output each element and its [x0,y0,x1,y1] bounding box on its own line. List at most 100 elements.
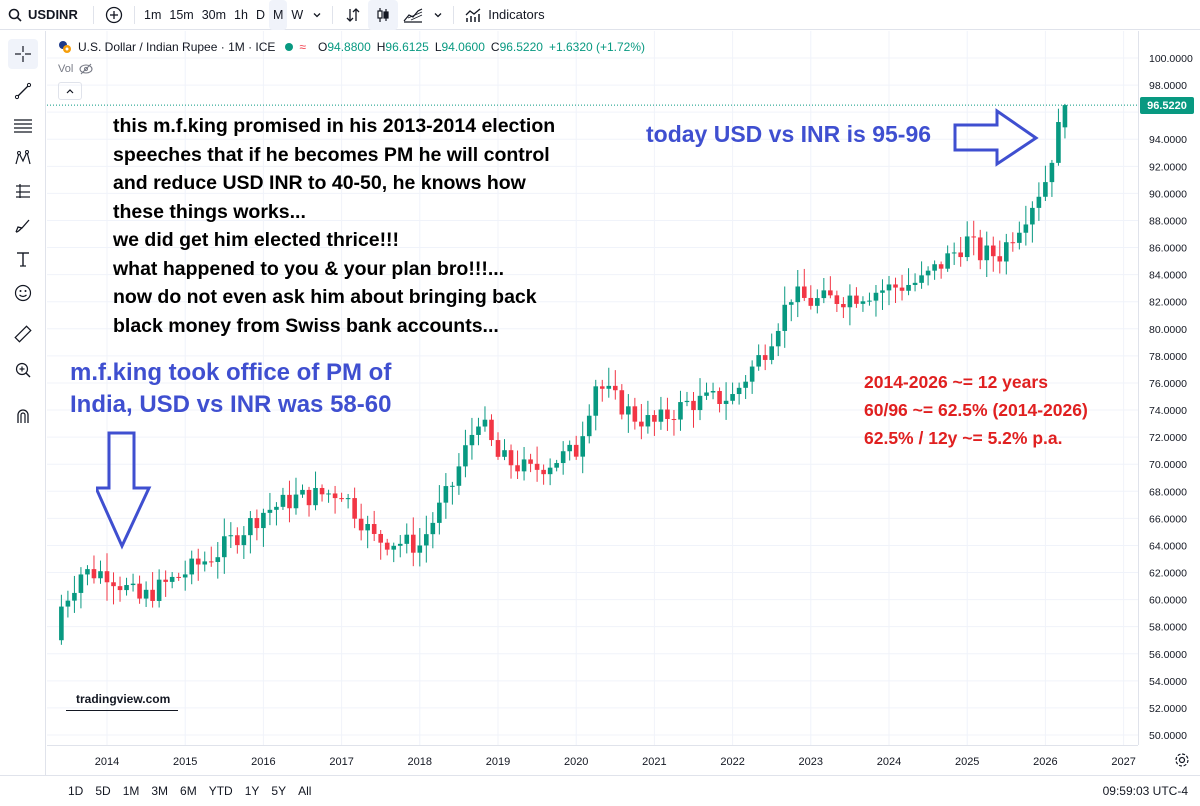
candle-body [124,585,129,591]
candle-body [580,436,586,457]
zoom-in-tool[interactable] [8,355,38,385]
range-all[interactable]: All [298,784,312,798]
range-6m[interactable]: 6M [180,784,197,798]
candle [893,277,898,303]
range-ytd[interactable]: YTD [208,784,233,798]
candle-body [248,518,253,536]
tradingview-watermark: tradingview.com [76,692,171,706]
fib-retracement-tool[interactable] [8,111,38,141]
candles-chart-type-button[interactable] [368,0,399,30]
indicators-button[interactable]: Indicators [459,0,549,30]
measure-levels-icon [16,184,30,198]
candle-body [762,355,768,360]
symbol-search[interactable]: USDINR [0,0,88,30]
area-chart-type-button[interactable] [398,0,428,30]
time-axis-labels: 2014 2015 2016 2017 2018 2019 2020 2021 2022 2023… [95,756,1136,768]
brush-tool[interactable] [8,211,38,241]
interval-d[interactable]: D [255,7,265,22]
candle-body [482,419,488,427]
chevron-up-icon [66,89,74,94]
axis-settings-button[interactable] [1172,750,1192,770]
magnet-tool[interactable] [8,401,38,431]
high-label: H [376,40,386,54]
price-tick-label: 56.0000 [1149,649,1187,661]
price-tick-label: 62.0000 [1149,568,1187,580]
candle-body [717,390,722,404]
interval-1h[interactable]: 1h [234,7,248,22]
candle [1056,108,1061,166]
candle [156,569,162,608]
range-1m[interactable]: 1M [122,784,140,798]
candle-body [1017,232,1022,243]
chart-pane[interactable] [47,31,1138,745]
range-5y[interactable]: 5Y [271,784,287,798]
candle-body [502,450,507,457]
range-1d[interactable]: 1D [68,784,84,798]
candle-body [274,506,279,510]
text-tool[interactable] [8,244,38,274]
candle-body [775,330,781,347]
price-axis[interactable]: 100.0000 98.0000 94.0000 92.0000 90.0000 88.0… [1138,31,1200,745]
trend-line-icon [14,82,32,100]
crosshair-tool[interactable] [8,39,38,69]
compare-button[interactable] [99,0,129,30]
interval-1m[interactable]: 1m [144,7,162,22]
candle-body [261,512,266,529]
collapse-legend-button[interactable] [58,82,82,100]
time-tick-label: 2027 [1111,756,1135,768]
candle [854,287,859,308]
candle-body [573,444,579,457]
candle-body [730,394,735,401]
candle [593,379,599,431]
time-tick-label: 2023 [799,756,823,768]
range-3m[interactable]: 3M [151,784,169,798]
clock-timezone[interactable]: 09:59:03 UTC-4 [1102,784,1188,798]
candle [319,484,325,502]
magnet-icon [17,409,29,423]
candle-body [847,295,853,308]
interval-w[interactable]: W [291,7,304,22]
candle-body [619,390,625,415]
candle [59,594,64,645]
candle-body [821,290,827,299]
candle-body [613,385,618,391]
candle-body [345,498,351,500]
candle-body [195,558,201,565]
forecasting-tool[interactable] [8,176,38,206]
smiley-icon [14,284,32,302]
candle [834,290,840,312]
trend-line-tool[interactable] [8,76,38,106]
interval-dropdown[interactable] [307,0,327,30]
bar-replay-button[interactable] [338,0,368,30]
price-tick-label: 60.0000 [1149,595,1187,607]
candle [287,480,292,523]
interval-30m[interactable]: 30m [201,7,227,22]
measure-tool[interactable] [8,319,38,349]
range-5d[interactable]: 5D [95,784,111,798]
legend-title: U.S. Dollar / Indian Rupee · 1M · ICE [78,40,276,54]
pattern-tool[interactable] [8,143,38,173]
close-label: C [490,40,500,54]
emoji-tool[interactable] [8,278,38,308]
candle [880,279,885,310]
price-tick-label: 64.0000 [1149,540,1187,552]
market-status-dot [285,43,294,51]
candle-body [639,421,644,427]
candle [150,572,155,608]
candle [235,527,240,554]
candle-body [163,579,168,582]
interval-15m[interactable]: 15m [169,7,194,22]
candle-body [417,545,423,553]
candle-body [951,252,957,254]
time-axis[interactable]: 2014 2015 2016 2017 2018 2019 2020 2021 2022 2023… [47,745,1138,775]
candle-body [241,535,247,546]
candle [704,382,709,400]
chart-type-dropdown[interactable] [428,0,448,30]
candle-body [723,400,729,404]
candle-body [586,415,592,437]
candle [274,502,279,526]
range-1y[interactable]: 1Y [244,784,260,798]
candle [1030,201,1035,243]
interval-m[interactable]: M [268,0,288,30]
eye-crossed-icon[interactable] [79,63,93,75]
